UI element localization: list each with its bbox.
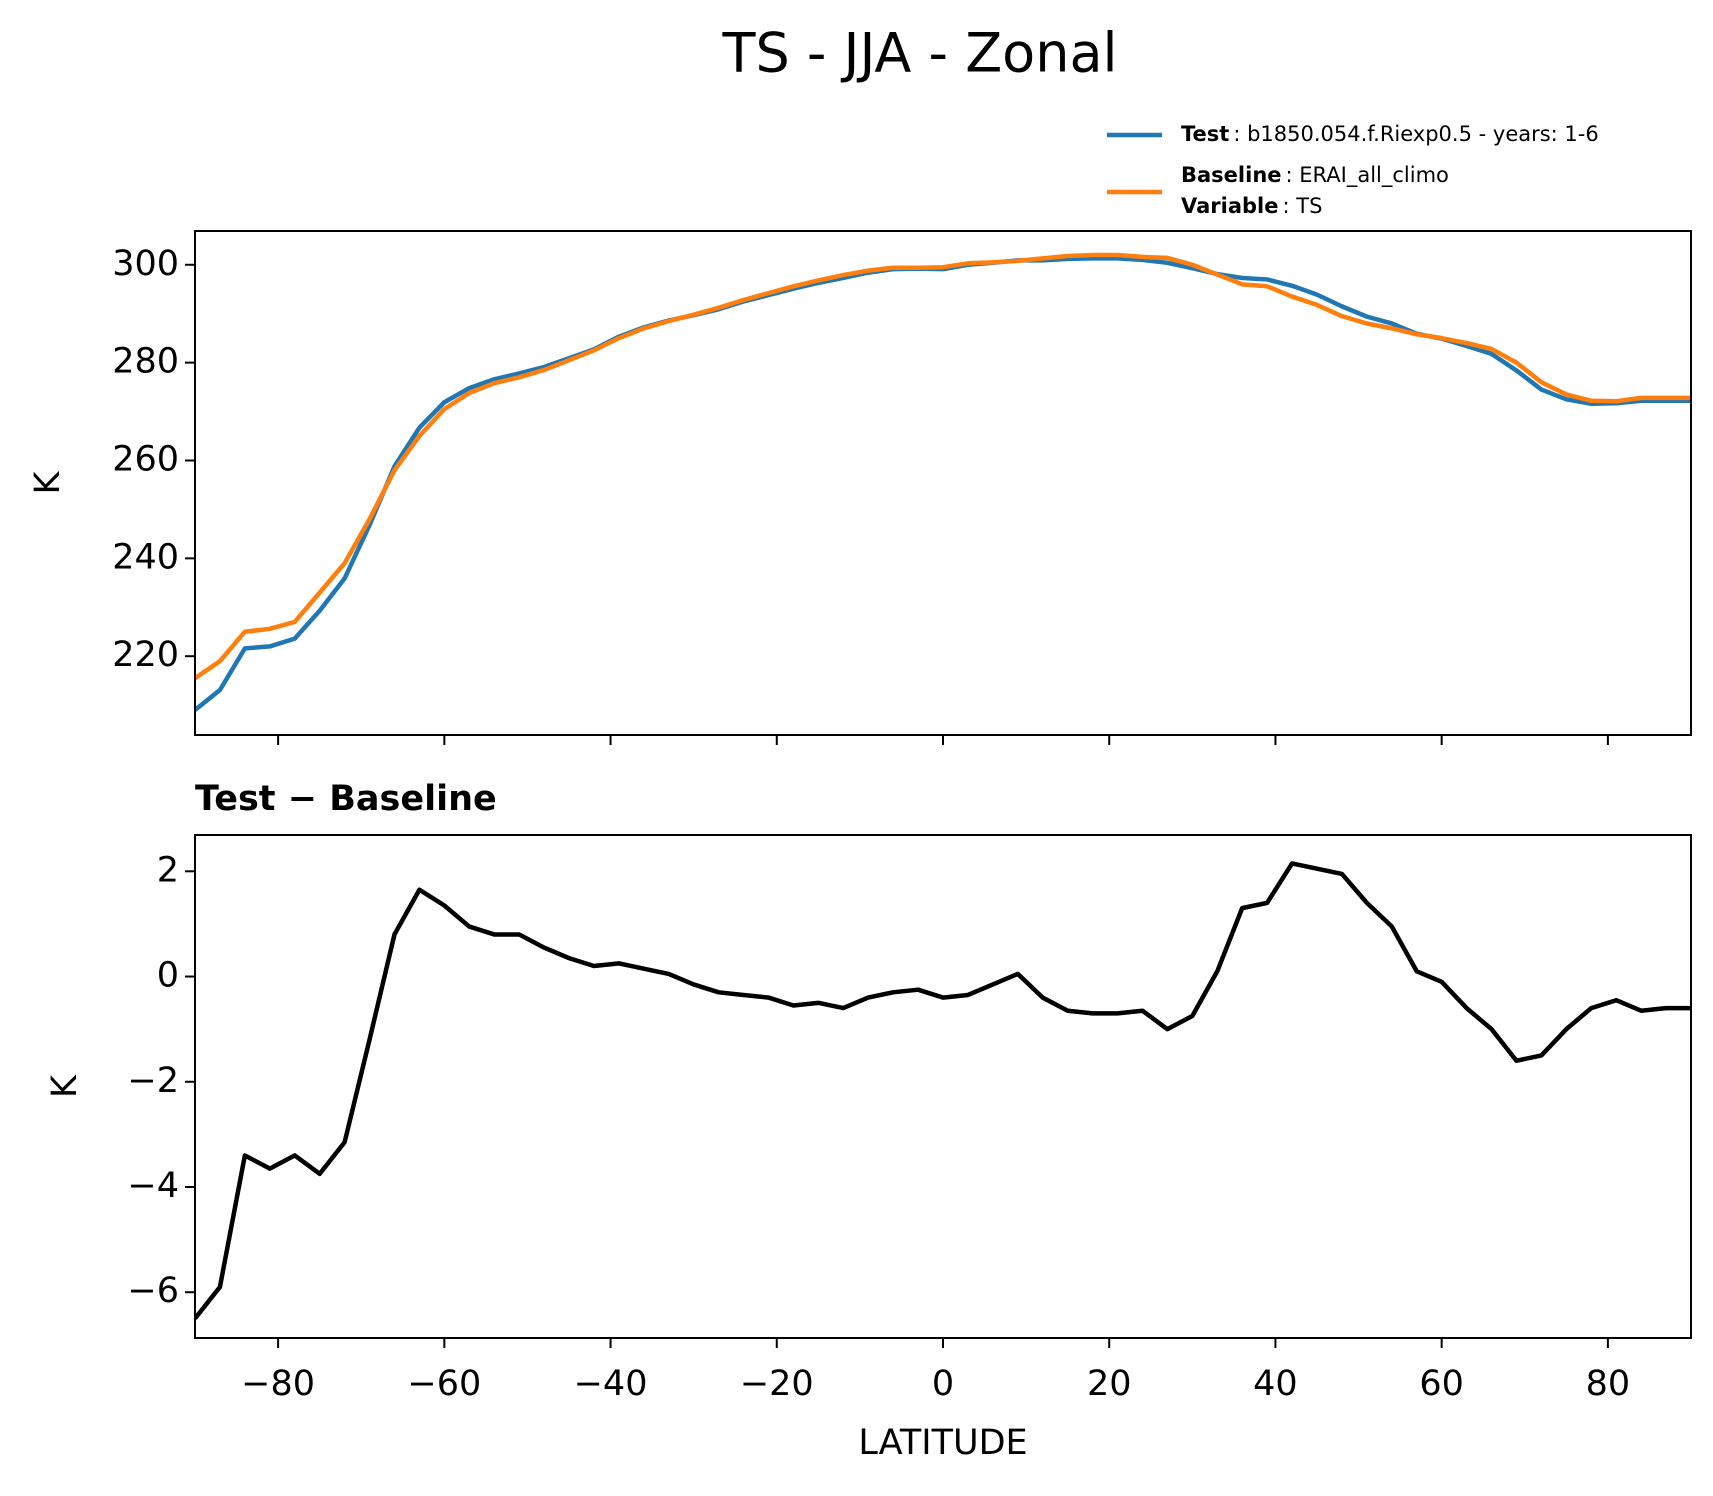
x-tick-label: 40 bbox=[1253, 1364, 1298, 1404]
panel-title: Test − Baseline bbox=[195, 779, 497, 819]
x-tick-label: −20 bbox=[740, 1364, 814, 1404]
y-tick-label: −4 bbox=[127, 1166, 179, 1206]
x-tick-label: −40 bbox=[574, 1364, 648, 1404]
x-tick-label: 20 bbox=[1087, 1364, 1132, 1404]
plot-frame bbox=[194, 230, 1692, 736]
y-tick-label: −6 bbox=[127, 1271, 179, 1311]
data-line bbox=[195, 252, 1691, 681]
data-line bbox=[195, 256, 1691, 712]
figure-title: TS - JJA - Zonal bbox=[721, 22, 1117, 85]
y-tick-label: −2 bbox=[127, 1061, 179, 1101]
legend-label: : ERAI_all_climo bbox=[1286, 163, 1449, 188]
legend-note: Variable: TS bbox=[1181, 194, 1322, 218]
legend-name: Baseline bbox=[1181, 163, 1282, 187]
y-tick-label: 0 bbox=[157, 956, 179, 996]
x-tick-label: 0 bbox=[932, 1364, 954, 1404]
x-tick-label: −80 bbox=[241, 1364, 315, 1404]
legend-label: : b1850.054.f.Riexp0.5 - years: 1-6 bbox=[1233, 122, 1598, 146]
x-tick-label: 60 bbox=[1419, 1364, 1464, 1404]
y-tick-label: 280 bbox=[112, 342, 179, 382]
legend-entry: Baseline: ERAI_all_climo bbox=[1181, 163, 1449, 188]
legend-note-name: Variable bbox=[1181, 194, 1278, 218]
y-axis-label: K bbox=[28, 470, 68, 494]
y-tick-label: 2 bbox=[157, 850, 179, 890]
y-axis-label: K bbox=[45, 1074, 85, 1098]
x-axis-label: LATITUDE bbox=[858, 1423, 1027, 1463]
plot-frame bbox=[194, 834, 1692, 1339]
data-line bbox=[195, 861, 1691, 1320]
y-tick-label: 260 bbox=[112, 439, 179, 479]
y-tick-label: 240 bbox=[112, 537, 179, 577]
legend-name: Test bbox=[1181, 122, 1229, 146]
legend-entry: Test: b1850.054.f.Riexp0.5 - years: 1-6 bbox=[1181, 122, 1599, 146]
y-tick-label: 220 bbox=[112, 635, 179, 675]
legend-note-label: : TS bbox=[1282, 194, 1322, 218]
x-tick-label: 80 bbox=[1586, 1364, 1631, 1404]
y-tick-label: 300 bbox=[112, 244, 179, 284]
x-tick-label: −60 bbox=[407, 1364, 481, 1404]
